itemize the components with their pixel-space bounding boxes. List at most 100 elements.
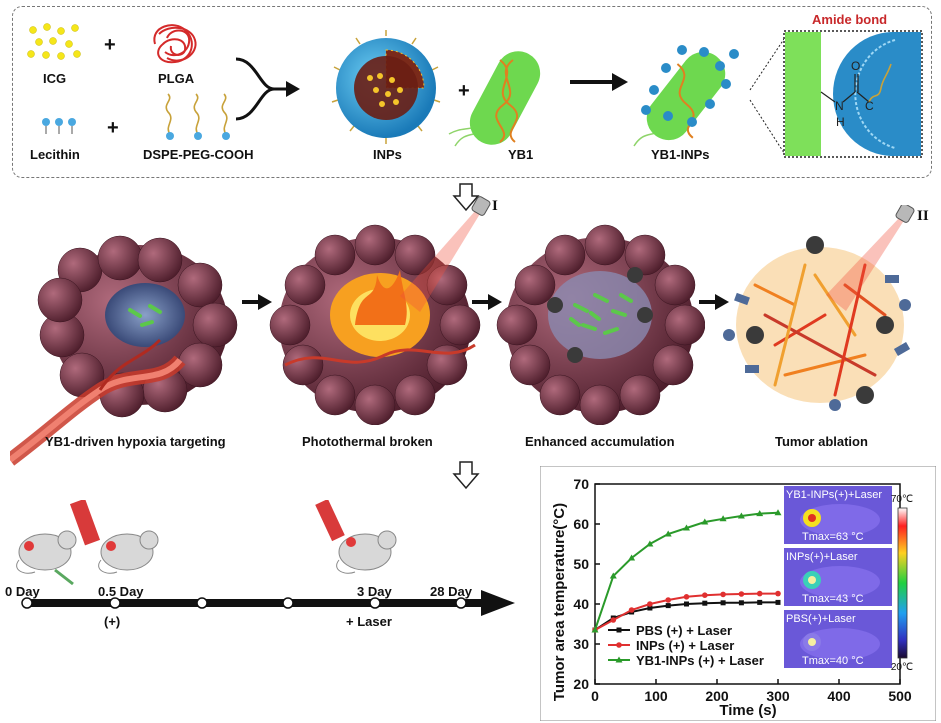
data-point: [738, 600, 744, 606]
plus-sign: +: [107, 117, 119, 139]
mouse-icon: [16, 530, 77, 586]
colorbar-max-label: 70℃: [891, 494, 913, 505]
inps-nanoparticle-icon: [331, 30, 441, 144]
data-point: [628, 554, 636, 561]
step1-label: YB1-driven hypoxia targeting: [45, 434, 226, 449]
thermal-title: INPs(+)+Laser: [786, 551, 858, 563]
legend-label: INPs (+) + Laser: [636, 638, 734, 653]
legend-label: YB1-INPs (+) + Laser: [636, 653, 764, 668]
thermal-title: PBS(+)+Laser: [786, 613, 856, 625]
data-point: [616, 627, 622, 633]
tumor-photothermal-illustration: [269, 224, 481, 425]
day28-label: 28 Day: [430, 584, 472, 599]
data-point: [647, 605, 653, 611]
dspe-peg-cooh-label: DSPE-PEG-COOH: [143, 147, 254, 162]
data-point: [664, 530, 672, 537]
merge-arrow-icon: [235, 57, 300, 121]
treatment-timeline: [16, 500, 515, 616]
tumor-hypoxia-targeting-illustration: [10, 235, 238, 466]
x-tick-label: 500: [888, 688, 912, 704]
data-point: [756, 590, 763, 597]
plus-sign: +: [458, 80, 470, 102]
laser-emitter-2-icon: [826, 205, 915, 311]
arrow-icon: [570, 73, 628, 91]
y-tick-label: 20: [573, 676, 589, 692]
data-point: [684, 601, 689, 607]
data-point: [720, 600, 726, 606]
data-point: [702, 592, 708, 598]
y-tick-label: 40: [573, 596, 589, 612]
thermal-tmax: Tmax=63 °C: [802, 531, 864, 543]
legend-entry: INPs (+) + Laser: [608, 638, 734, 653]
lecithin-molecules-icon: [42, 118, 76, 134]
laser-2-label: II: [917, 208, 929, 224]
x-tick-label: 300: [766, 688, 790, 704]
data-point: [701, 518, 709, 525]
down-arrow-icon: [452, 461, 480, 490]
data-point: [646, 540, 654, 547]
tumor-enhanced-accumulation-illustration: [496, 224, 705, 425]
icg-molecules-icon: [27, 23, 81, 60]
arrow-icon: [472, 294, 502, 310]
mouse-icon: [98, 530, 159, 574]
plus-treatment-label: (+): [104, 614, 121, 629]
data-point: [616, 642, 622, 648]
y-tick-label: 60: [573, 516, 589, 532]
dspe-peg-cooh-icon: [165, 93, 230, 140]
step4-label: Tumor ablation: [775, 434, 868, 449]
x-tick-label: 400: [827, 688, 851, 704]
amide-bond-label: Amide bond: [812, 12, 888, 27]
x-tick-label: 200: [705, 688, 729, 704]
mouse-silhouette: [800, 566, 880, 598]
data-point: [757, 599, 763, 605]
data-point: [683, 524, 690, 531]
svg-text:C: C: [865, 99, 874, 113]
plga-label: PLGA: [158, 71, 195, 86]
legend-label: PBS (+) + Laser: [636, 623, 732, 638]
thermal-image: YB1-INPs(+)+Laser Tmax=63 °C: [784, 486, 892, 544]
hotspot-core: [808, 576, 816, 584]
plga-polymer-icon: [153, 24, 197, 64]
data-point: [609, 572, 617, 579]
yb1-inps-label: YB1-INPs: [651, 147, 710, 162]
thermal-tmax: Tmax=43 °C: [802, 593, 864, 605]
step3-label: Enhanced accumulation: [525, 434, 675, 449]
data-point: [591, 626, 599, 633]
data-point: [719, 515, 727, 522]
data-point: [628, 607, 635, 613]
day05-label: 0.5 Day: [98, 584, 144, 599]
y-tick-label: 30: [573, 636, 589, 652]
yb1-label: YB1: [508, 147, 534, 162]
svg-text:N: N: [835, 99, 844, 113]
data-point: [665, 597, 671, 603]
mouse-silhouette: [800, 628, 880, 660]
thermal-title: YB1-INPs(+)+Laser: [786, 489, 882, 501]
day3-label: 3 Day: [357, 584, 392, 599]
colorbar: [897, 507, 908, 659]
y-tick-label: 70: [573, 476, 589, 492]
lecithin-label: Lecithin: [30, 147, 80, 162]
series-inps: [592, 590, 781, 633]
data-point: [665, 603, 671, 609]
data-point: [774, 509, 782, 516]
arrow-icon: [242, 294, 272, 310]
mouse-icon: [336, 530, 397, 574]
legend-entry: PBS (+) + Laser: [608, 623, 732, 638]
data-point: [615, 656, 623, 663]
yb1-bacterium-icon: [448, 51, 541, 147]
data-point: [610, 617, 617, 623]
thermal-image: INPs(+)+Laser Tmax=43 °C: [784, 548, 892, 606]
arrow-icon: [699, 294, 729, 310]
synthesis-panel: [12, 6, 932, 178]
data-point: [702, 600, 708, 606]
hotspot-core: [808, 638, 816, 646]
mouse-silhouette: [800, 504, 880, 536]
svg-text:O: O: [851, 59, 860, 73]
colorbar-min-label: 20℃: [891, 662, 913, 673]
laser-emitter-1-icon: [400, 196, 491, 312]
data-point: [775, 599, 781, 605]
inps-label: INPs: [373, 147, 402, 162]
legend-entry: YB1-INPs (+) + Laser: [608, 653, 764, 668]
day0-label: 0 Day: [5, 584, 40, 599]
step2-label: Photothermal broken: [302, 434, 433, 449]
